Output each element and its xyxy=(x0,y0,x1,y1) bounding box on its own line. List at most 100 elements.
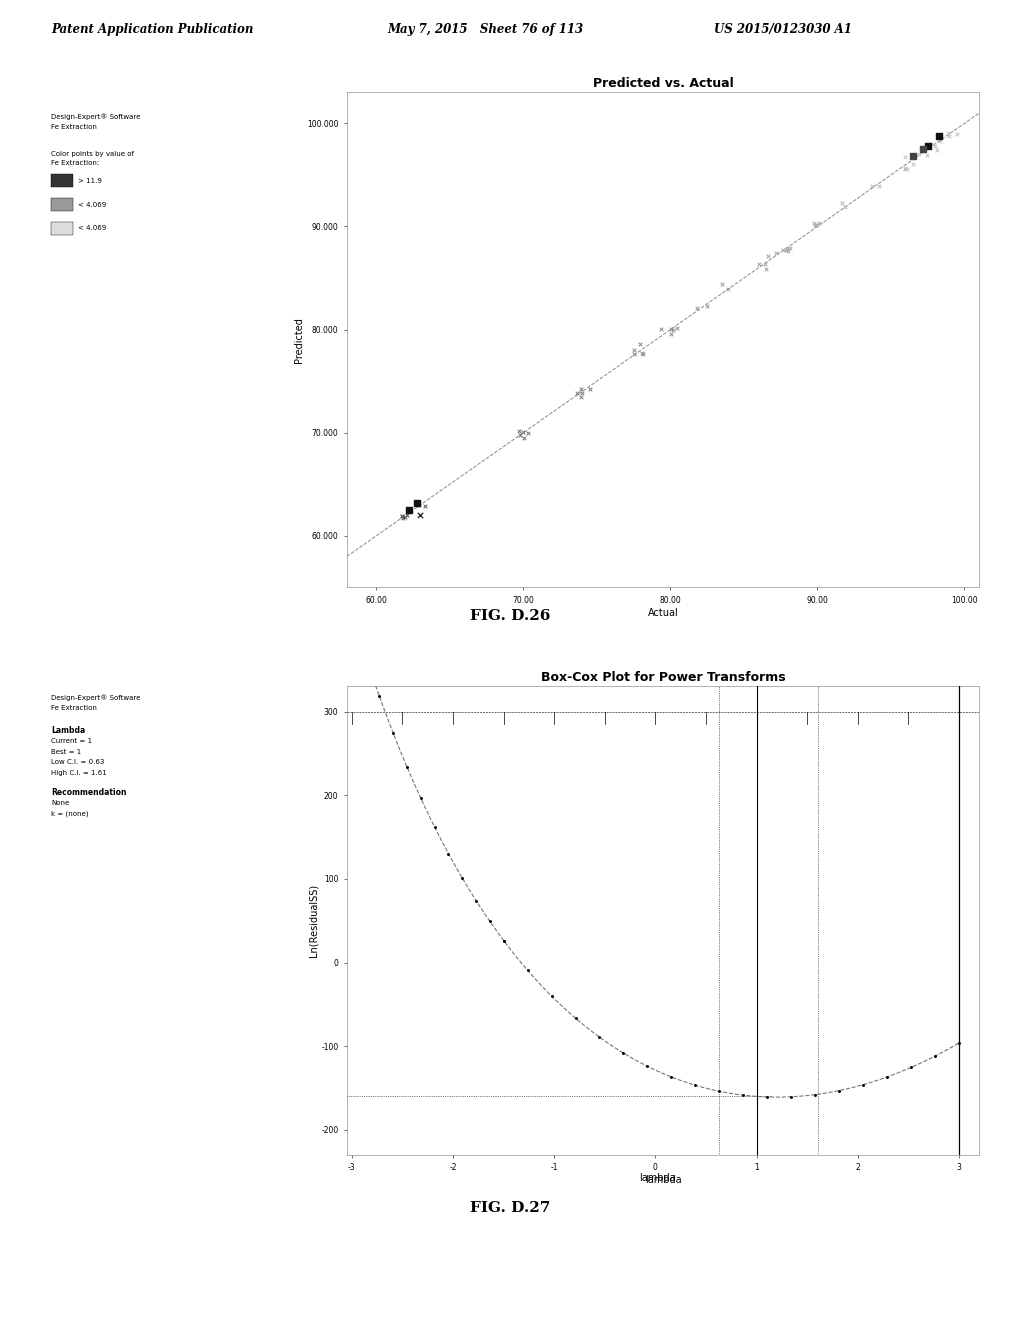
Text: None: None xyxy=(51,800,69,807)
Text: < 4.069: < 4.069 xyxy=(77,202,106,207)
Point xyxy=(902,1057,918,1078)
Point xyxy=(634,342,650,363)
Point xyxy=(511,420,527,441)
Point xyxy=(626,343,642,364)
Point xyxy=(783,1086,799,1107)
Point xyxy=(810,213,826,234)
Point xyxy=(928,140,945,161)
Text: k = (none): k = (none) xyxy=(51,810,89,817)
Point xyxy=(614,1043,631,1064)
Point xyxy=(689,297,705,318)
Point xyxy=(574,381,590,403)
Point xyxy=(930,129,947,150)
Point xyxy=(652,319,668,341)
Point xyxy=(713,273,730,294)
Point xyxy=(863,176,879,197)
Point xyxy=(806,214,822,235)
Point xyxy=(591,1027,607,1048)
Point xyxy=(808,214,824,235)
Point xyxy=(357,645,373,667)
Text: Fe Extraction: Fe Extraction xyxy=(51,124,97,131)
Point xyxy=(773,240,790,261)
Text: > 11.9: > 11.9 xyxy=(77,178,101,183)
Point xyxy=(385,723,401,744)
Point xyxy=(512,425,528,446)
Point xyxy=(834,193,850,214)
Point xyxy=(837,197,853,218)
Point xyxy=(735,1085,751,1106)
Point xyxy=(948,124,964,145)
Point xyxy=(777,238,794,259)
Text: Recommendation: Recommendation xyxy=(51,788,126,797)
Point xyxy=(453,867,470,888)
Point xyxy=(409,492,425,513)
Text: Patent Application Publication: Patent Application Publication xyxy=(51,22,253,36)
X-axis label: lambda: lambda xyxy=(644,1175,681,1185)
Title: Predicted vs. Actual: Predicted vs. Actual xyxy=(592,77,733,90)
Point xyxy=(750,253,766,275)
Text: Lambda: Lambda xyxy=(51,726,86,735)
Point xyxy=(394,507,411,528)
Y-axis label: Predicted: Predicted xyxy=(293,317,304,363)
Point xyxy=(516,428,532,449)
Point xyxy=(410,495,426,516)
Text: Best = 1: Best = 1 xyxy=(51,748,82,755)
Text: Fe Extraction:: Fe Extraction: xyxy=(51,160,99,166)
Point xyxy=(468,890,484,911)
Y-axis label: Ln(ResidualSS): Ln(ResidualSS) xyxy=(308,884,318,957)
Point xyxy=(639,1056,655,1077)
Text: FIG. D.27: FIG. D.27 xyxy=(470,1201,549,1214)
Point xyxy=(416,495,432,516)
Point xyxy=(413,788,429,809)
Point xyxy=(687,1074,703,1096)
Point xyxy=(662,1067,679,1088)
Point xyxy=(878,1067,895,1088)
Point xyxy=(662,323,679,345)
Point xyxy=(495,931,512,952)
Text: May 7, 2015   Sheet 76 of 113: May 7, 2015 Sheet 76 of 113 xyxy=(387,22,583,36)
Point xyxy=(914,139,930,160)
Point xyxy=(398,756,415,777)
Point xyxy=(910,143,926,164)
Point xyxy=(719,279,736,300)
Point xyxy=(393,506,410,527)
Point xyxy=(662,318,679,339)
Point xyxy=(664,319,681,341)
Point xyxy=(440,843,457,865)
Text: lambda: lambda xyxy=(639,1173,676,1184)
Point xyxy=(520,422,536,444)
Text: Low C.I. = 0.63: Low C.I. = 0.63 xyxy=(51,759,104,766)
Point xyxy=(922,133,938,154)
Text: Design-Expert® Software: Design-Expert® Software xyxy=(51,694,141,701)
Point xyxy=(756,253,772,275)
Point xyxy=(567,1007,583,1028)
Point xyxy=(400,499,417,520)
Point xyxy=(625,339,641,360)
Point xyxy=(904,145,920,166)
Point xyxy=(519,960,535,981)
Point xyxy=(926,1045,943,1067)
Point xyxy=(412,504,428,525)
Point xyxy=(854,1074,870,1096)
Point xyxy=(572,387,588,408)
Point xyxy=(710,1081,727,1102)
Point xyxy=(481,911,497,932)
Text: Current = 1: Current = 1 xyxy=(51,738,92,744)
Point xyxy=(767,243,784,264)
Text: Fe Extraction: Fe Extraction xyxy=(51,705,97,711)
Point xyxy=(632,334,648,355)
Point xyxy=(426,817,442,838)
Point xyxy=(393,506,410,527)
Point xyxy=(495,931,512,952)
Point xyxy=(776,240,793,261)
Point xyxy=(918,144,934,165)
Point xyxy=(668,317,685,338)
Text: FIG. D.26: FIG. D.26 xyxy=(470,610,549,623)
X-axis label: Actual: Actual xyxy=(647,607,678,618)
Point xyxy=(782,238,798,259)
Point xyxy=(925,136,942,157)
Point xyxy=(930,125,947,147)
Point xyxy=(896,147,912,168)
Point xyxy=(698,296,714,317)
Point xyxy=(568,383,584,404)
